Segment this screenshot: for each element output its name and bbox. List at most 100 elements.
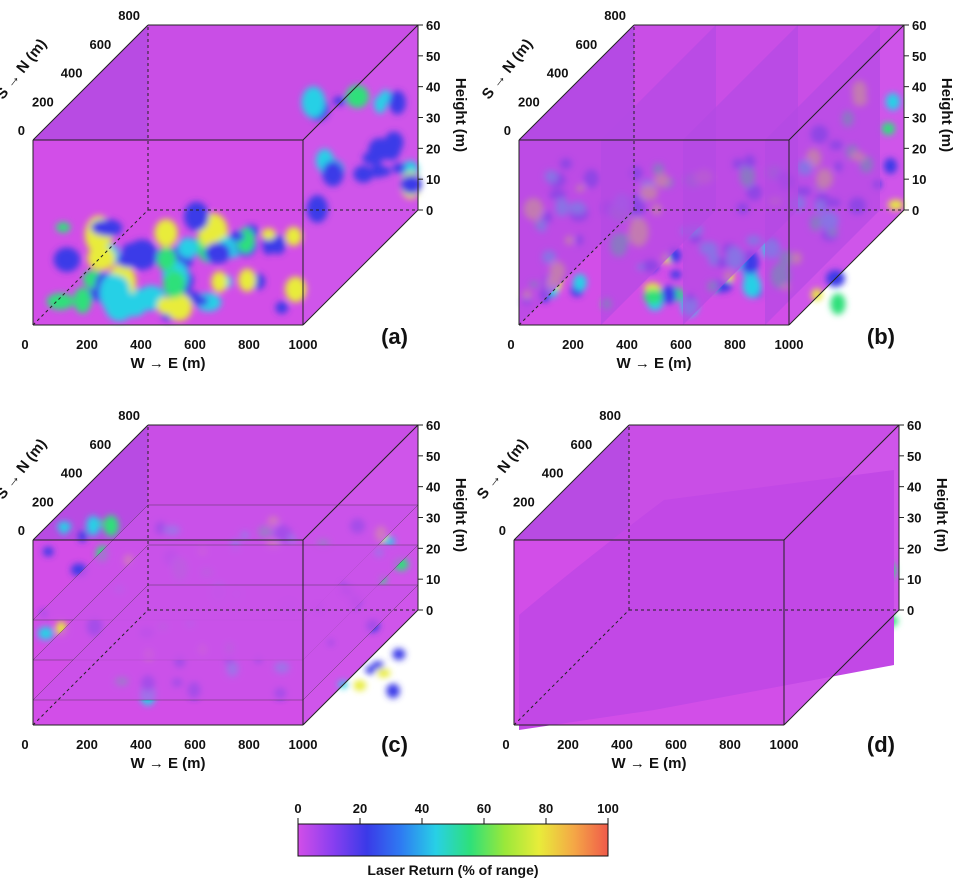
return-blob bbox=[78, 530, 87, 543]
return-blob bbox=[238, 268, 257, 292]
y-tick-label: 800 bbox=[599, 408, 621, 423]
slice-plane bbox=[683, 25, 798, 325]
isosurface bbox=[519, 470, 894, 730]
z-tick-label: 0 bbox=[907, 603, 914, 618]
slice-plane bbox=[601, 25, 716, 325]
x-axis-label: W → E (m) bbox=[612, 755, 687, 772]
z-tick-label: 30 bbox=[907, 511, 921, 526]
return-blob bbox=[37, 626, 54, 640]
y-tick-label: 800 bbox=[118, 8, 140, 23]
return-blob bbox=[301, 86, 326, 118]
z-tick-label: 0 bbox=[912, 203, 919, 218]
return-blob bbox=[400, 174, 422, 195]
return-blob bbox=[386, 683, 400, 699]
y-tick-label: 400 bbox=[542, 466, 564, 481]
colorbar-tick-label: 80 bbox=[539, 801, 553, 816]
slice-plane bbox=[519, 25, 634, 325]
panel-1: 0 200 400 600 800 1000 W → E (m) 0 10 20 30 40 50 60 H… bbox=[0, 8, 469, 372]
return-blob bbox=[881, 122, 896, 136]
x-tick-label: 200 bbox=[557, 737, 579, 752]
x-axis-label: W → E (m) bbox=[131, 755, 206, 772]
z-tick-label: 30 bbox=[426, 511, 440, 526]
z-tick-label: 10 bbox=[426, 172, 440, 187]
return-blob bbox=[306, 195, 328, 223]
return-blob bbox=[285, 226, 303, 246]
return-blob bbox=[383, 537, 395, 546]
return-blob bbox=[192, 296, 209, 307]
return-blob bbox=[86, 515, 100, 536]
y-tick-label: 0 bbox=[504, 123, 511, 138]
return-blob bbox=[362, 151, 382, 165]
return-blob bbox=[392, 163, 406, 174]
colorbar-tick-label: 60 bbox=[477, 801, 491, 816]
return-blob bbox=[377, 668, 391, 678]
y-tick-label: 0 bbox=[18, 523, 25, 538]
z-tick-label: 40 bbox=[907, 480, 921, 495]
return-blob bbox=[116, 253, 139, 268]
panel-label: (d) bbox=[867, 732, 895, 757]
y-tick-label: 600 bbox=[90, 37, 112, 52]
return-blob bbox=[742, 274, 762, 298]
return-blob bbox=[345, 85, 369, 108]
return-blob bbox=[271, 235, 286, 255]
z-tick-label: 0 bbox=[426, 603, 433, 618]
return-blob bbox=[177, 237, 199, 259]
x-tick-label: 0 bbox=[507, 337, 514, 352]
return-blob bbox=[332, 96, 346, 106]
y-tick-label: 200 bbox=[32, 94, 54, 109]
x-tick-label: 600 bbox=[184, 337, 206, 352]
return-blob bbox=[42, 546, 54, 557]
box-edge bbox=[32, 424, 149, 541]
z-tick-label: 20 bbox=[426, 141, 440, 156]
x-tick-label: 200 bbox=[76, 737, 98, 752]
colorbar-bar bbox=[297, 823, 609, 857]
panel-label: (c) bbox=[381, 732, 408, 757]
return-blob bbox=[365, 666, 376, 675]
box-edge bbox=[788, 209, 905, 326]
z-axis-label: Height (m) bbox=[933, 478, 950, 552]
x-tick-label: 800 bbox=[238, 737, 260, 752]
y-axis-label: S → N (m) bbox=[474, 436, 532, 503]
return-blob bbox=[261, 228, 276, 240]
return-blob bbox=[184, 201, 209, 232]
z-tick-label: 50 bbox=[426, 49, 440, 64]
return-blob bbox=[811, 288, 823, 301]
y-tick-label: 600 bbox=[90, 437, 112, 452]
return-blob bbox=[154, 218, 178, 248]
box-edge bbox=[518, 24, 635, 141]
slice-plane bbox=[765, 25, 880, 325]
return-blob bbox=[375, 166, 392, 177]
return-blob bbox=[322, 160, 344, 187]
z-tick-label: 60 bbox=[426, 418, 440, 433]
return-blob bbox=[275, 301, 289, 314]
x-tick-label: 1000 bbox=[289, 337, 318, 352]
box-edge bbox=[302, 609, 419, 726]
return-blob bbox=[55, 222, 71, 233]
box-edge bbox=[783, 424, 900, 541]
y-tick-label: 0 bbox=[18, 123, 25, 138]
return-blob bbox=[353, 165, 374, 183]
z-tick-label: 60 bbox=[912, 18, 926, 33]
y-axis-label: S → N (m) bbox=[479, 36, 537, 103]
return-blob bbox=[353, 680, 367, 691]
z-axis-label: Height (m) bbox=[452, 78, 469, 152]
box-edge bbox=[302, 209, 419, 326]
y-tick-label: 800 bbox=[118, 408, 140, 423]
z-tick-label: 10 bbox=[426, 572, 440, 587]
return-blob bbox=[392, 648, 406, 661]
x-tick-label: 400 bbox=[130, 737, 152, 752]
x-tick-label: 600 bbox=[665, 737, 687, 752]
box-edge bbox=[302, 424, 419, 541]
y-tick-label: 200 bbox=[518, 94, 540, 109]
x-axis-label: W → E (m) bbox=[131, 355, 206, 372]
x-tick-label: 200 bbox=[76, 337, 98, 352]
z-axis-label: Height (m) bbox=[938, 78, 955, 152]
y-axis-label: S → N (m) bbox=[0, 436, 50, 503]
y-tick-label: 400 bbox=[61, 466, 83, 481]
panel-label: (b) bbox=[867, 324, 895, 349]
z-tick-label: 30 bbox=[912, 111, 926, 126]
x-tick-label: 200 bbox=[562, 337, 584, 352]
colorbar: 0 20 40 60 80 100 Laser Return (% of range) bbox=[294, 801, 618, 878]
z-tick-label: 50 bbox=[907, 449, 921, 464]
return-blob bbox=[573, 274, 587, 292]
